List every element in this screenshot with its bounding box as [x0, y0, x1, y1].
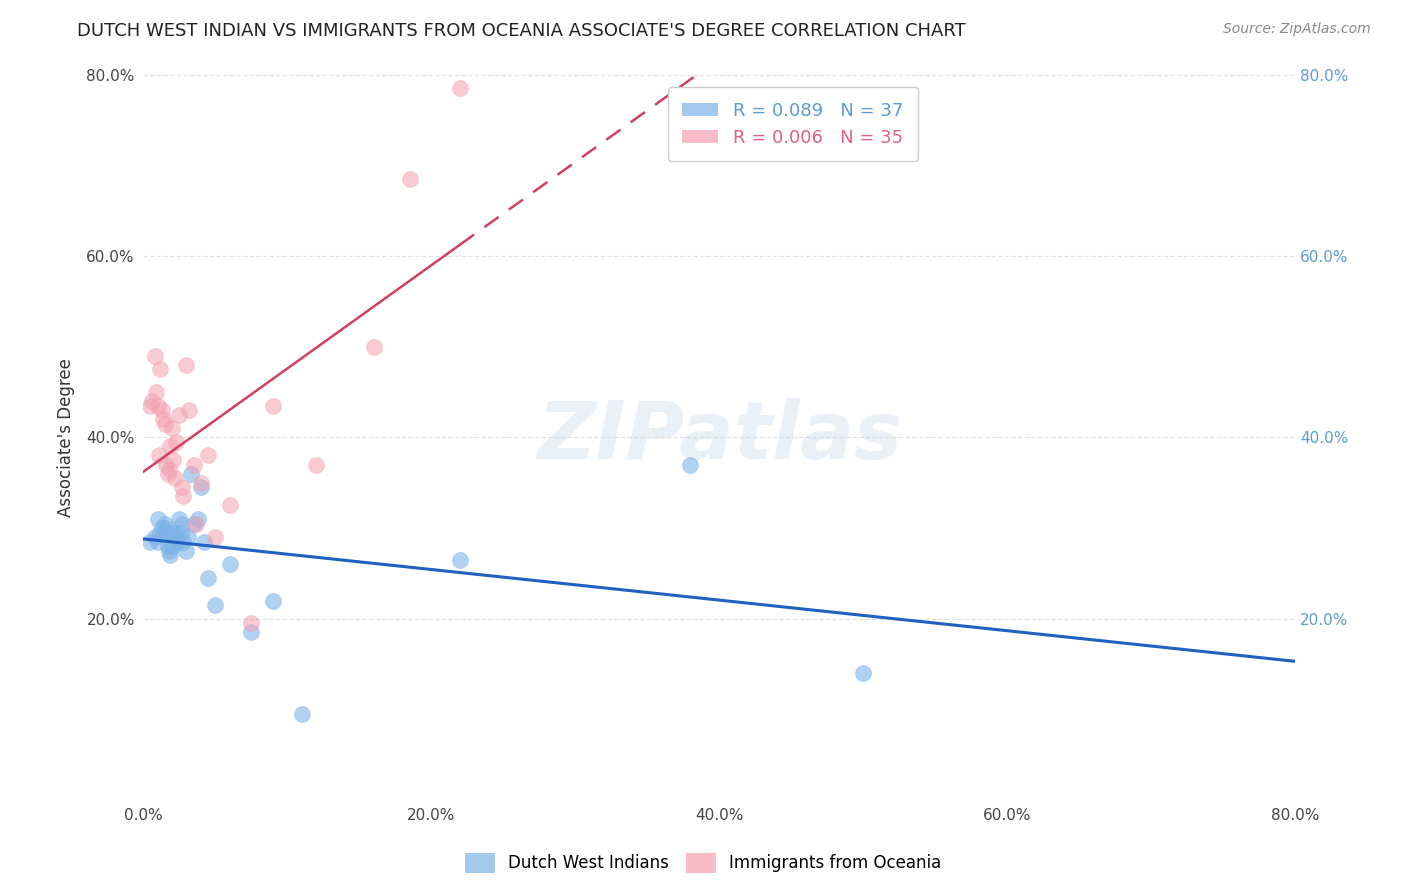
Point — [240, 616, 263, 631]
Point — [162, 539, 184, 553]
Point — [150, 521, 173, 535]
Point — [218, 558, 240, 572]
Point — [153, 521, 176, 535]
Point — [152, 412, 174, 426]
Point — [163, 530, 186, 544]
Point — [240, 625, 263, 640]
Point — [179, 403, 201, 417]
Y-axis label: Associate's Degree: Associate's Degree — [58, 358, 75, 516]
Point — [170, 516, 193, 531]
Point — [165, 434, 187, 449]
Point — [145, 384, 167, 399]
Point — [163, 471, 186, 485]
Point — [159, 439, 181, 453]
Point — [148, 449, 170, 463]
Point — [177, 530, 200, 544]
Point — [449, 81, 471, 95]
Point — [159, 548, 181, 562]
Point — [149, 362, 172, 376]
Point — [449, 553, 471, 567]
Point — [183, 516, 205, 531]
Text: DUTCH WEST INDIAN VS IMMIGRANTS FROM OCEANIA ASSOCIATE'S DEGREE CORRELATION CHAR: DUTCH WEST INDIAN VS IMMIGRANTS FROM OCE… — [77, 22, 966, 40]
Point — [176, 358, 198, 372]
Point — [197, 571, 219, 585]
Point — [146, 399, 169, 413]
Point — [172, 489, 194, 503]
Point — [183, 458, 205, 472]
Point — [141, 394, 163, 409]
Point — [852, 666, 875, 681]
Point — [167, 512, 190, 526]
Point — [157, 462, 180, 476]
Text: ZIPatlas: ZIPatlas — [537, 399, 901, 476]
Point — [143, 349, 166, 363]
Point — [180, 467, 202, 481]
Point — [169, 525, 191, 540]
Point — [190, 475, 212, 490]
Point — [398, 171, 420, 186]
Legend: Dutch West Indians, Immigrants from Oceania: Dutch West Indians, Immigrants from Ocea… — [458, 847, 948, 880]
Point — [155, 458, 177, 472]
Point — [204, 530, 226, 544]
Point — [170, 480, 193, 494]
Point — [290, 706, 312, 721]
Point — [363, 340, 385, 354]
Point — [160, 421, 183, 435]
Text: Source: ZipAtlas.com: Source: ZipAtlas.com — [1223, 22, 1371, 37]
Point — [150, 403, 173, 417]
Point — [166, 534, 188, 549]
Point — [176, 543, 198, 558]
Point — [155, 525, 177, 540]
Point — [218, 499, 240, 513]
Point — [172, 534, 194, 549]
Point — [305, 458, 328, 472]
Point — [186, 516, 208, 531]
Point — [193, 534, 215, 549]
Point — [165, 525, 187, 540]
Point — [160, 525, 183, 540]
Point — [153, 516, 176, 531]
Point — [204, 598, 226, 612]
Point — [679, 458, 702, 472]
Point — [190, 480, 212, 494]
Legend: R = 0.089   N = 37, R = 0.006   N = 35: R = 0.089 N = 37, R = 0.006 N = 35 — [668, 87, 918, 161]
Point — [197, 449, 219, 463]
Point — [146, 512, 169, 526]
Point — [143, 530, 166, 544]
Point — [146, 534, 169, 549]
Point — [149, 525, 172, 540]
Point — [153, 417, 176, 431]
Point — [262, 399, 284, 413]
Point — [167, 408, 190, 422]
Point — [156, 467, 179, 481]
Point — [156, 539, 179, 553]
Point — [162, 453, 184, 467]
Point — [139, 399, 162, 413]
Point — [262, 593, 284, 607]
Point — [139, 534, 162, 549]
Point — [157, 543, 180, 558]
Point — [187, 512, 209, 526]
